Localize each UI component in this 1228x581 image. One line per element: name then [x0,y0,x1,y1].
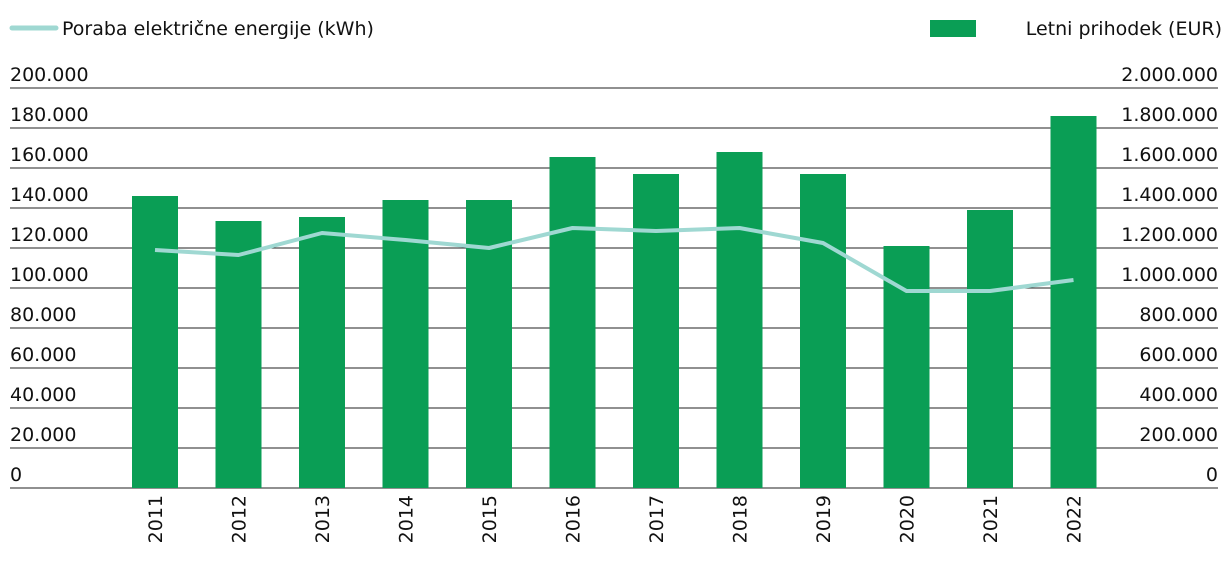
y2-tick-label: 2.000.000 [1121,64,1218,86]
legend-label: Poraba električne energije (kWh) [62,18,374,40]
legend-swatch [930,20,976,37]
x-tick-label: 2019 [813,495,835,543]
line [154,226,1074,293]
y-tick-label: 140.000 [10,184,89,206]
x-tick-label: 2014 [396,495,418,543]
x-tick-label: 2017 [646,495,668,543]
bar [299,217,345,488]
x-tick-label: 2021 [980,495,1002,543]
y-tick-label: 160.000 [10,144,89,166]
bar [633,174,679,488]
x-tick-label: 2020 [897,495,919,543]
y2-tick-label: 1.600.000 [1121,144,1218,166]
y2-tick-label: 1.400.000 [1121,184,1218,206]
bar [549,157,596,488]
bar [1050,116,1097,488]
bar [215,221,262,488]
x-tick-label: 2013 [312,495,334,543]
y2-tick-label: 0 [1206,464,1218,486]
bar [883,246,930,488]
bar [967,210,1013,488]
y-tick-label: 100.000 [10,264,89,286]
y-tick-label: 180.000 [10,104,89,126]
y2-tick-label: 1.000.000 [1121,264,1218,286]
y2-tick-label: 800.000 [1139,304,1218,326]
y-tick-label: 0 [10,464,22,486]
y2-tick-label: 1.800.000 [1121,104,1218,126]
x-tick-label: 2016 [563,495,585,543]
y-tick-label: 20.000 [10,424,76,446]
x-tick-label: 2018 [730,495,752,543]
x-tick-label: 2015 [479,495,501,543]
y-tick-label: 200.000 [10,64,89,86]
bar [382,200,429,488]
y-tick-label: 80.000 [10,304,76,326]
legend-label: Letni prihodek (EUR) [1026,18,1222,40]
x-tick-label: 2011 [145,495,167,543]
bar [132,196,178,488]
y2-tick-label: 400.000 [1139,384,1218,406]
y-tick-label: 40.000 [10,384,76,406]
y2-tick-label: 200.000 [1139,424,1218,446]
y2-tick-label: 1.200.000 [1121,224,1218,246]
x-tick-label: 2012 [229,495,251,543]
bar [716,152,763,488]
bar [800,174,846,488]
x-tick-label: 2022 [1064,495,1086,543]
y2-tick-label: 600.000 [1139,344,1218,366]
y-tick-label: 60.000 [10,344,76,366]
y-tick-label: 120.000 [10,224,89,246]
